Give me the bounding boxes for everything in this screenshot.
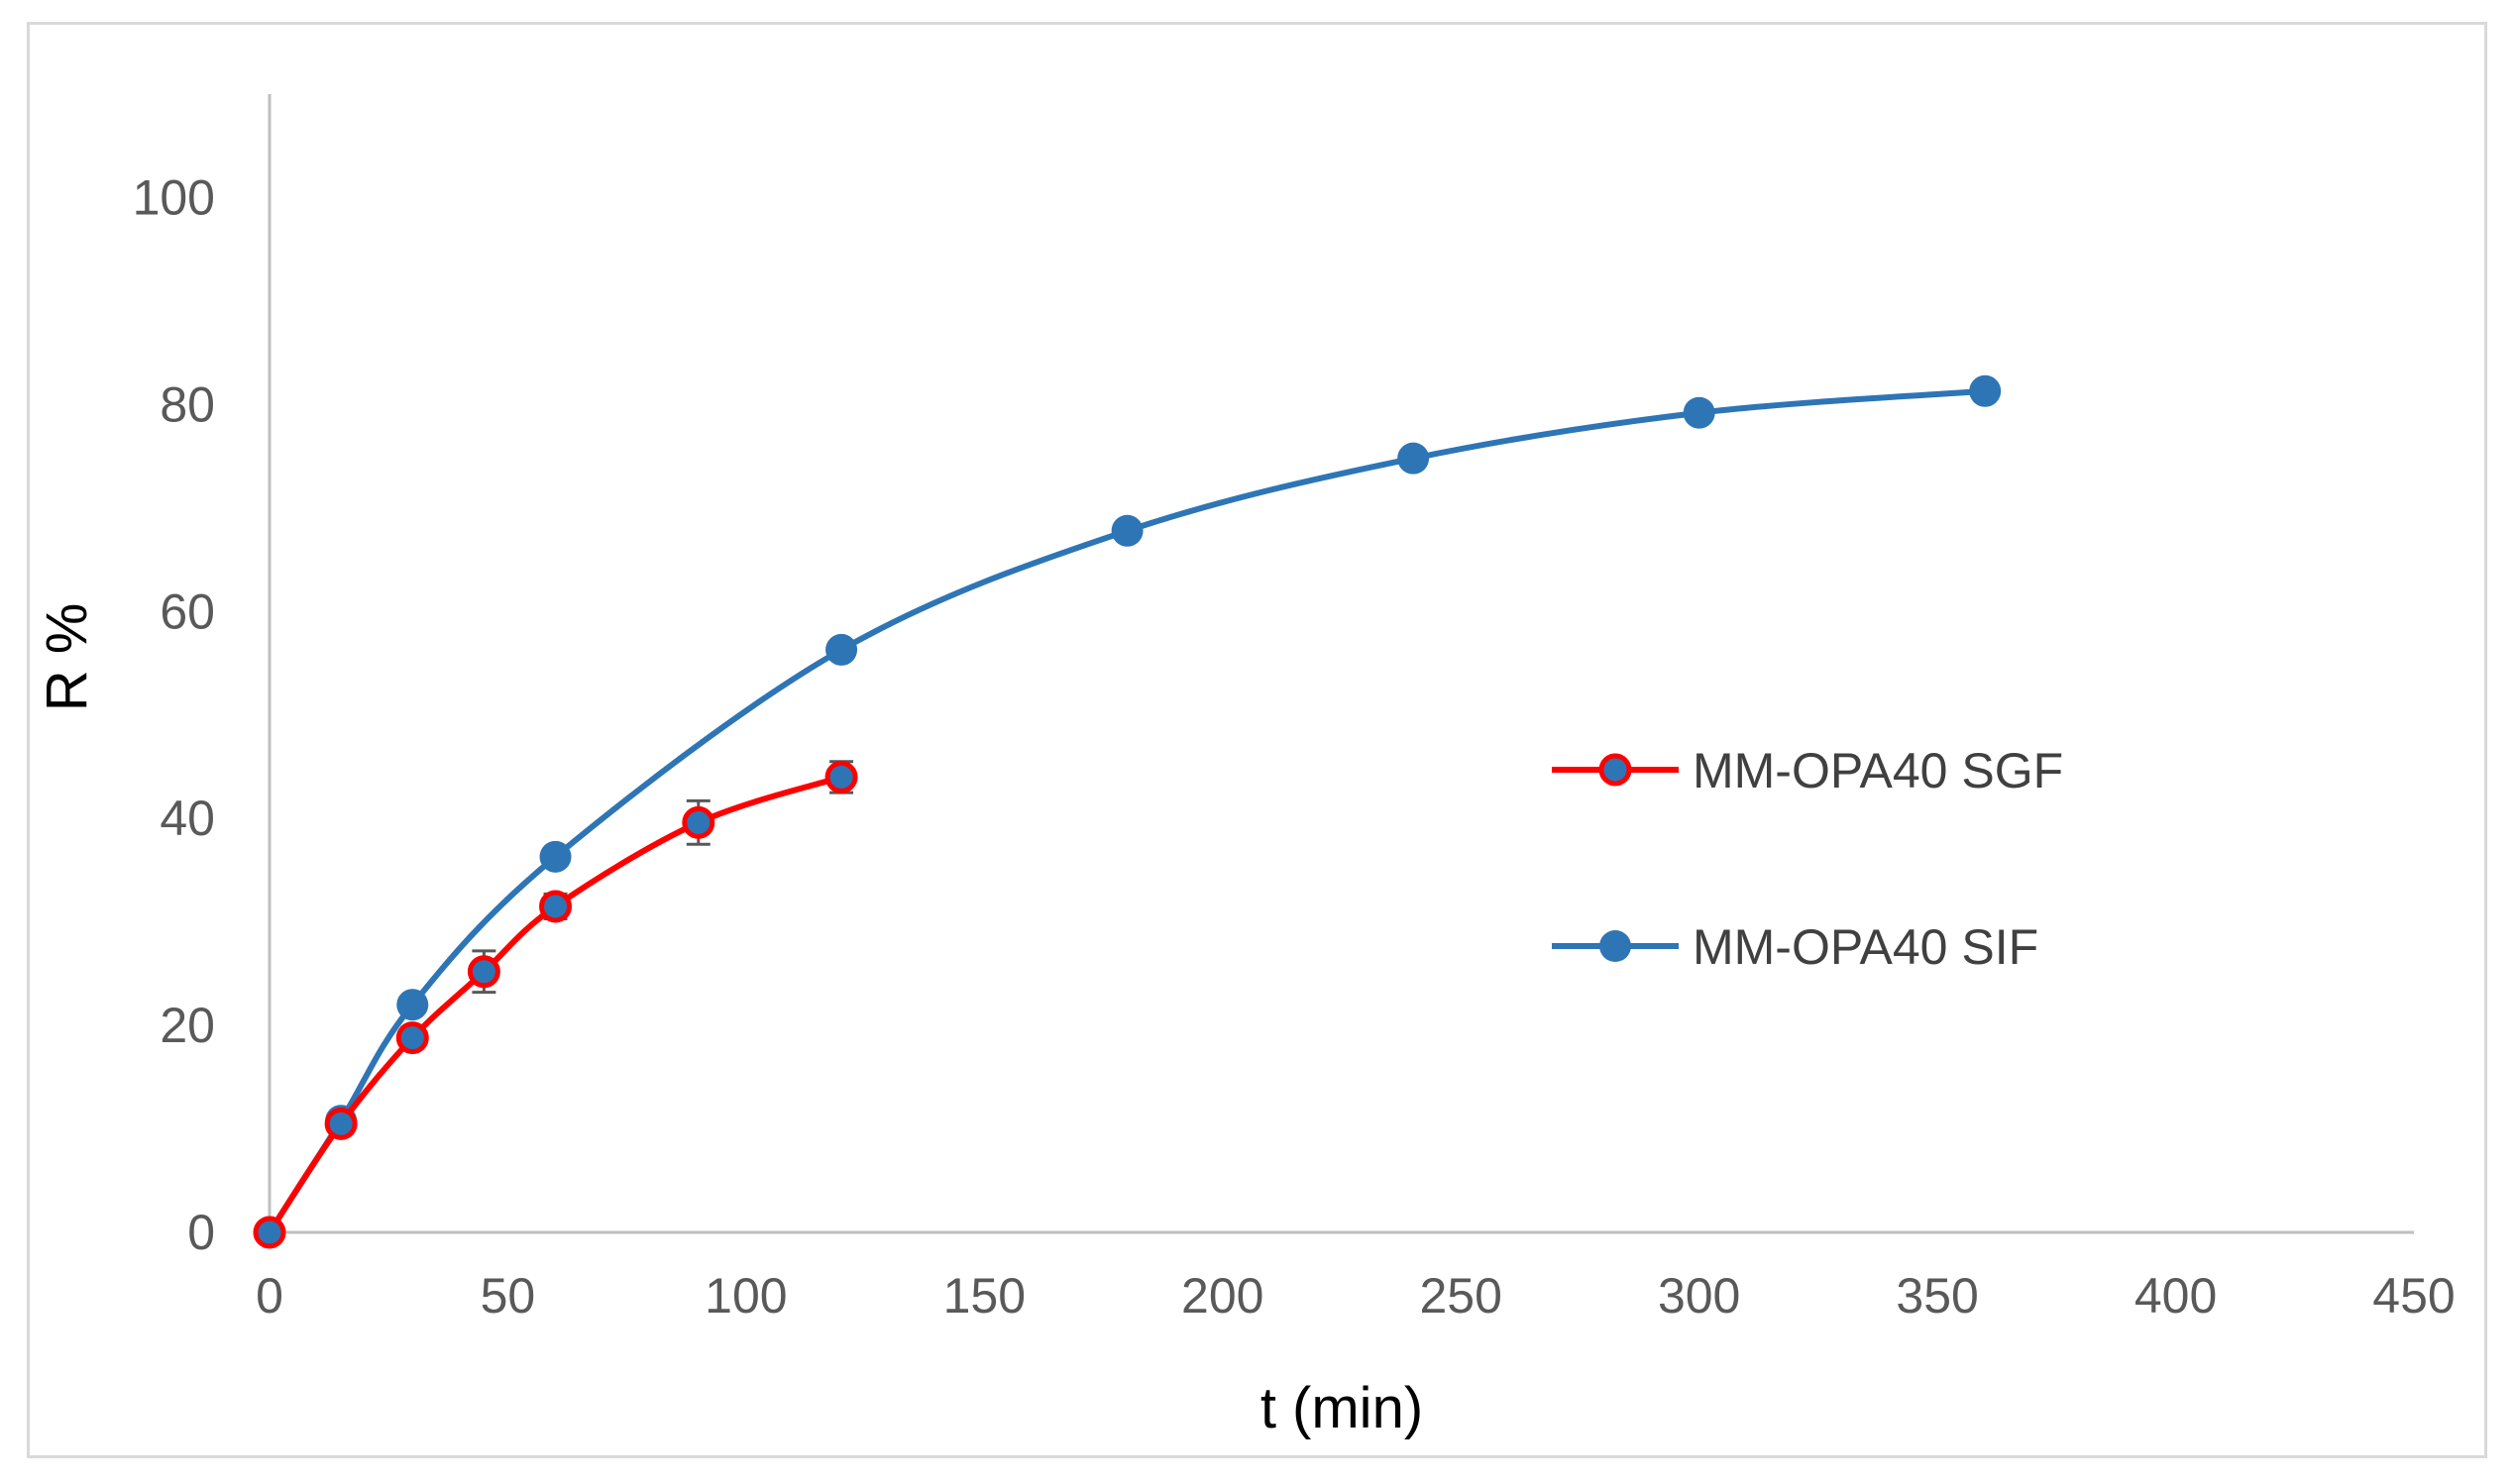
x-tick-label: 250 [1420, 1268, 1502, 1324]
legend-entry-sgf: MM-OPA40 SGF [1552, 743, 2063, 798]
series-sgf [253, 760, 858, 1249]
data-point-sgf [467, 955, 500, 989]
y-tick-labels: 0 20 40 60 80 100 [133, 169, 215, 1260]
y-tick-label: 80 [160, 376, 215, 432]
data-point-sif [1111, 514, 1144, 547]
series-layer [253, 374, 2002, 1249]
data-point-sif [1969, 374, 2002, 407]
x-tick-label: 400 [2134, 1268, 2217, 1324]
legend-label-sif: MM-OPA40 SIF [1693, 919, 2038, 975]
legend-marker-sgf [1598, 753, 1632, 787]
legend-marker-sif [1599, 930, 1631, 962]
y-tick-label: 100 [133, 169, 215, 225]
y-tick-label: 40 [160, 791, 215, 846]
data-point-sif [825, 633, 858, 666]
y-tick-label: 0 [187, 1205, 215, 1260]
chart-frame [27, 22, 2487, 1458]
x-tick-label: 150 [943, 1268, 1026, 1324]
x-tick-label: 350 [1896, 1268, 1978, 1324]
y-tick-label: 20 [160, 998, 215, 1053]
x-axis-title: t (min) [1260, 1376, 1423, 1440]
x-tick-label: 50 [481, 1268, 536, 1324]
data-point-sgf [824, 760, 858, 794]
axes [268, 94, 2414, 1234]
y-axis-title: R % [35, 603, 99, 712]
data-point-sgf [324, 1107, 358, 1140]
x-tick-labels: 0 50 100 150 200 250 300 350 400 450 [256, 1268, 2456, 1324]
data-point-sif [396, 989, 429, 1021]
x-tick-label: 200 [1181, 1268, 1263, 1324]
series-line-sif [267, 387, 1989, 1235]
legend-label-sgf: MM-OPA40 SGF [1693, 743, 2063, 798]
legend-entry-sif: MM-OPA40 SIF [1552, 919, 2038, 975]
data-point-sgf [395, 1021, 429, 1055]
data-point-sgf [253, 1216, 286, 1249]
x-tick-label: 0 [256, 1268, 283, 1324]
legend: MM-OPA40 SGF MM-OPA40 SIF [1552, 743, 2063, 975]
data-point-sif [539, 840, 572, 873]
data-point-sif [1397, 442, 1430, 475]
y-tick-label: 60 [160, 583, 215, 639]
data-point-sgf [539, 890, 573, 923]
data-point-sgf [682, 805, 715, 839]
data-point-sif [1683, 396, 1715, 429]
x-tick-label: 300 [1658, 1268, 1740, 1324]
series-sif [254, 374, 2002, 1248]
x-tick-label: 100 [705, 1268, 787, 1324]
x-tick-label: 450 [2372, 1268, 2455, 1324]
